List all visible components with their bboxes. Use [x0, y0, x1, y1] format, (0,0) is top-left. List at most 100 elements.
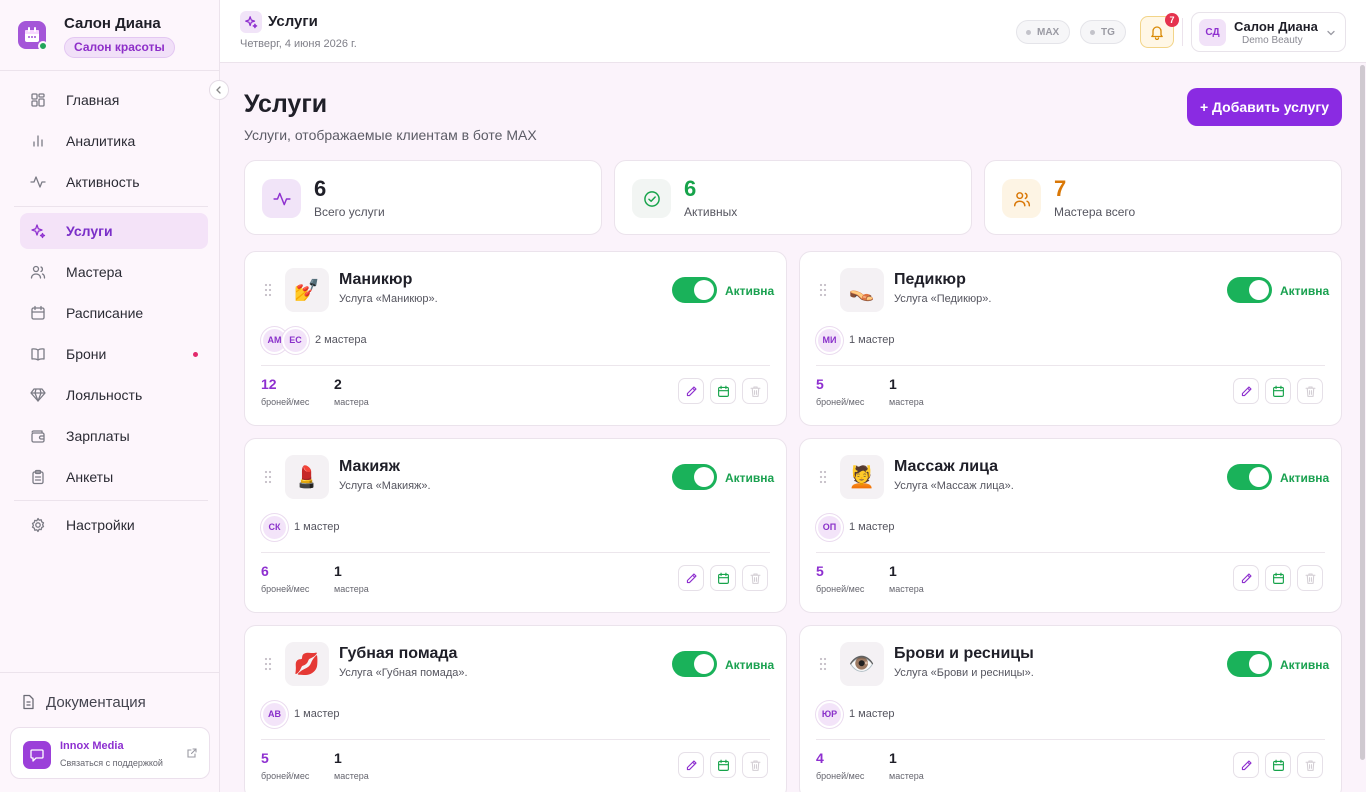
- toggle-knob: [1249, 280, 1269, 300]
- notifications-button[interactable]: 7: [1140, 13, 1179, 48]
- salon-logo-icon: [18, 21, 48, 51]
- sidebar-item-label: Услуги: [66, 223, 113, 239]
- delete-service-button[interactable]: [742, 378, 768, 404]
- sidebar-footer-divider: [0, 672, 219, 673]
- toggle-knob: [694, 280, 714, 300]
- master-avatar[interactable]: ЮР: [816, 700, 843, 728]
- schedule-service-button[interactable]: [1265, 565, 1291, 591]
- schedule-service-button[interactable]: [710, 565, 736, 591]
- sidebar-item-home[interactable]: Главная: [20, 82, 208, 118]
- edit-service-button[interactable]: [678, 565, 704, 591]
- schedule-service-button[interactable]: [710, 752, 736, 778]
- trash-icon: [1305, 386, 1315, 397]
- delete-service-button[interactable]: [742, 565, 768, 591]
- sidebar-item-analytics[interactable]: Аналитика: [20, 123, 208, 159]
- bookings-per-month-value: 4: [816, 750, 824, 766]
- card-divider: [261, 365, 770, 366]
- topbar: Услуги Четверг, 4 июня 2026 г. MAX TG 7 …: [220, 0, 1366, 63]
- master-avatar[interactable]: СК: [261, 513, 288, 541]
- service-card: 💅 Маникюр Услуга «Маникюр». Активна АМ ЕС 2 ма…: [244, 251, 787, 426]
- sidebar-item-services[interactable]: Услуги: [20, 213, 208, 249]
- gem-icon: [30, 388, 46, 402]
- delete-service-button[interactable]: [1297, 752, 1323, 778]
- sidebar: Салон Диана Салон красоты Главная Аналит…: [0, 0, 229, 792]
- gear-icon: [31, 517, 45, 533]
- calendar-icon: [717, 572, 729, 584]
- schedule-service-button[interactable]: [1265, 752, 1291, 778]
- service-active-toggle[interactable]: [672, 277, 717, 303]
- wallet-icon: [31, 430, 45, 443]
- sidebar-collapse-button[interactable]: [209, 80, 229, 100]
- scrollbar-thumb[interactable]: [1360, 65, 1365, 760]
- tg-channel-chip[interactable]: TG: [1080, 20, 1126, 44]
- chart-icon: [33, 135, 43, 147]
- edit-service-button[interactable]: [1233, 378, 1259, 404]
- masters-number-label: мастера: [334, 584, 369, 594]
- chip-label: MAX: [1037, 26, 1060, 38]
- service-status-label: Активна: [1280, 658, 1330, 672]
- masters-number-label: мастера: [889, 584, 924, 594]
- service-active-toggle[interactable]: [1227, 464, 1272, 490]
- delete-service-button[interactable]: [1297, 378, 1323, 404]
- sidebar-item-masters[interactable]: Мастера: [20, 254, 208, 290]
- sidebar-item-activity[interactable]: Активность: [20, 164, 208, 200]
- drag-handle-icon[interactable]: [264, 283, 272, 297]
- sidebar-item-forms[interactable]: Анкеты: [20, 459, 208, 495]
- edit-service-button[interactable]: [678, 378, 704, 404]
- service-masters: ОП 1 мастер: [816, 513, 895, 541]
- schedule-service-button[interactable]: [710, 378, 736, 404]
- service-description: Услуга «Губная помада».: [339, 667, 468, 679]
- trash-icon: [1305, 760, 1315, 771]
- support-card[interactable]: Innox Media Связаться с поддержкой: [10, 727, 210, 779]
- card-divider: [816, 739, 1325, 740]
- sidebar-item-settings[interactable]: Настройки: [20, 507, 208, 543]
- master-avatar[interactable]: ОП: [816, 513, 843, 541]
- service-active-toggle[interactable]: [672, 651, 717, 677]
- service-active-toggle[interactable]: [672, 464, 717, 490]
- drag-handle-icon[interactable]: [819, 470, 827, 484]
- service-active-toggle[interactable]: [1227, 651, 1272, 677]
- masters-count: 1 мастер: [294, 708, 340, 720]
- service-name: Массаж лица: [894, 458, 999, 475]
- bookings-notification-dot: [193, 352, 198, 357]
- documentation-link[interactable]: Документация: [20, 690, 146, 714]
- stat-value: 6: [314, 176, 327, 201]
- delete-service-button[interactable]: [1297, 565, 1323, 591]
- edit-service-button[interactable]: [1233, 752, 1259, 778]
- sidebar-item-salaries[interactable]: Зарплаты: [20, 418, 208, 454]
- sidebar-item-schedule[interactable]: Расписание: [20, 295, 208, 331]
- schedule-service-button[interactable]: [1265, 378, 1291, 404]
- master-avatar[interactable]: МИ: [816, 326, 843, 354]
- trash-icon: [750, 386, 760, 397]
- sidebar-item-label: Расписание: [66, 305, 144, 321]
- drag-handle-icon[interactable]: [819, 283, 827, 297]
- service-emoji-icon: 💋: [285, 642, 329, 686]
- edit-service-button[interactable]: [1233, 565, 1259, 591]
- masters-number-label: мастера: [889, 397, 924, 407]
- drag-handle-icon[interactable]: [264, 470, 272, 484]
- drag-handle-icon[interactable]: [264, 657, 272, 671]
- bookings-per-month-label: броней/мес: [816, 584, 865, 594]
- sidebar-divider: [14, 206, 208, 207]
- service-active-toggle[interactable]: [1227, 277, 1272, 303]
- service-status-label: Активна: [725, 284, 775, 298]
- account-menu[interactable]: СД Салон Диана Demo Beauty: [1191, 12, 1346, 52]
- chevron-down-icon: [1327, 30, 1335, 36]
- pencil-icon: [686, 759, 697, 770]
- max-channel-chip[interactable]: MAX: [1016, 20, 1071, 44]
- service-status-label: Активна: [1280, 471, 1330, 485]
- brand-header: Салон Диана Салон красоты: [0, 0, 219, 71]
- master-avatar[interactable]: ЕС: [282, 326, 309, 354]
- pencil-icon: [1241, 385, 1252, 396]
- chip-label: TG: [1101, 26, 1115, 38]
- edit-service-button[interactable]: [678, 752, 704, 778]
- sidebar-item-loyalty[interactable]: Лояльность: [20, 377, 208, 413]
- add-service-button[interactable]: + Добавить услугу: [1187, 88, 1342, 126]
- page-scrollbar[interactable]: [1359, 63, 1366, 792]
- drag-handle-icon[interactable]: [819, 657, 827, 671]
- sidebar-item-bookings[interactable]: Брони: [20, 336, 208, 372]
- master-avatar[interactable]: АВ: [261, 700, 288, 728]
- document-icon: [23, 694, 34, 710]
- service-description: Услуга «Массаж лица».: [894, 480, 1014, 492]
- delete-service-button[interactable]: [742, 752, 768, 778]
